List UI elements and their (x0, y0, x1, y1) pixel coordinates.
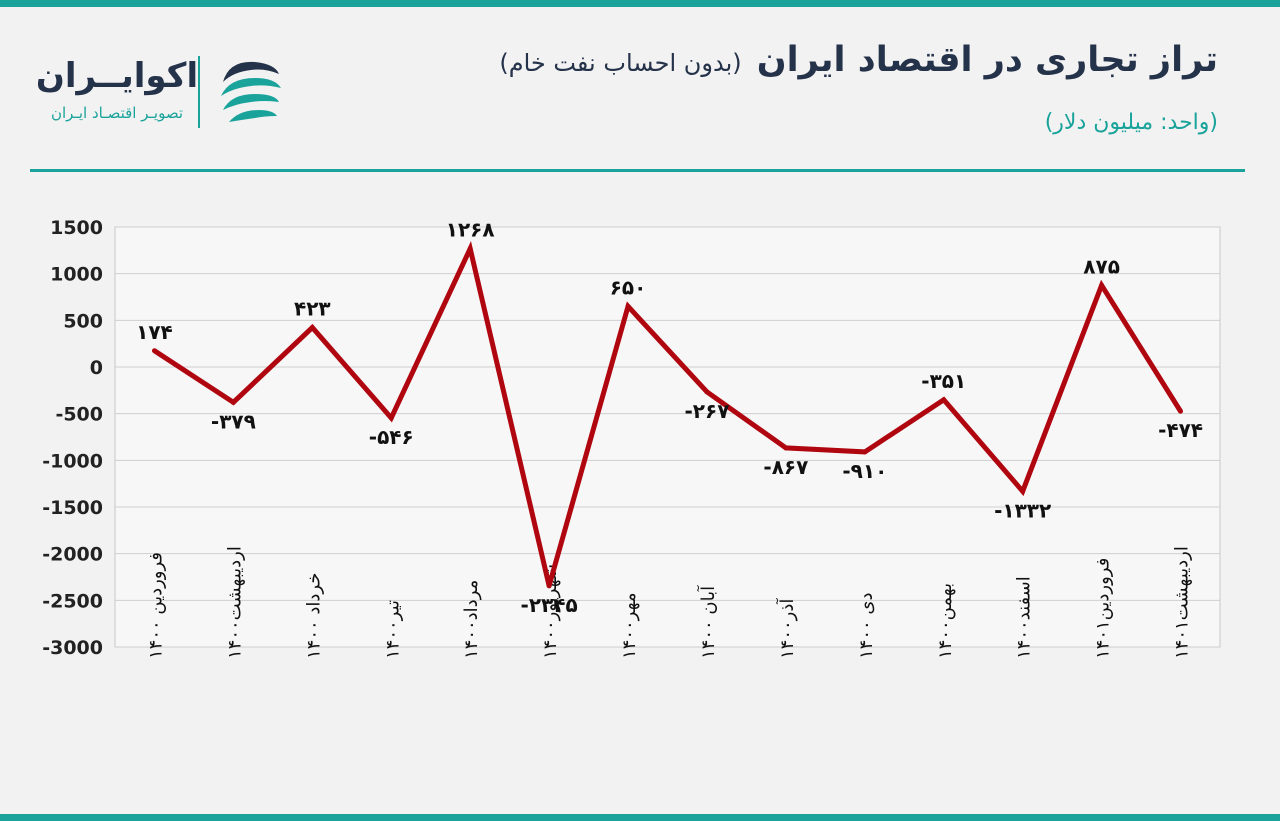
x-tick-label: آذر۱۴۰۰ (775, 598, 798, 659)
data-point (1099, 282, 1105, 288)
logo-name: اکوایــران (35, 56, 199, 96)
top-accent-bar (0, 0, 1280, 7)
data-point (1178, 408, 1184, 414)
data-point (151, 348, 157, 354)
data-point (704, 389, 710, 395)
data-label: -۳۷۹ (211, 409, 256, 433)
y-tick-label: -500 (55, 404, 103, 426)
y-tick-label: -1500 (42, 497, 103, 519)
x-tick-label: آبان ۱۴۰۰ (696, 585, 719, 659)
x-tick-label: تیر۱۴۰۰ (382, 600, 403, 659)
y-tick-label: -1000 (42, 450, 103, 472)
logo-tagline: تصویـر اقتصـاد ایـران (50, 104, 184, 122)
data-label: -۳۵۱ (921, 369, 966, 393)
data-label: -۲۶۷ (685, 399, 730, 423)
x-tick-label: شهریور۱۴۰۰ (540, 564, 561, 659)
data-label: ۸۷۵ (1083, 254, 1120, 278)
x-tick-label: دی ۱۴۰۰ (856, 593, 877, 660)
y-tick-label: 1500 (50, 217, 103, 239)
y-tick-label: -2500 (42, 590, 103, 612)
y-tick-label: 0 (90, 357, 103, 379)
y-tick-label: -2000 (42, 544, 103, 566)
data-point (546, 583, 552, 589)
logo: اکوایــران تصویـر اقتصـاد ایـران (30, 48, 290, 138)
logo-separator (198, 56, 200, 128)
x-tick-label: مرداد۱۴۰۰ (461, 580, 482, 659)
unit-label: (واحد: میلیون دلار) (1044, 110, 1218, 135)
data-point (309, 325, 315, 331)
header-divider (30, 169, 1245, 172)
x-tick-label: خرداد ۱۴۰۰ (303, 573, 324, 659)
chart-title-block: تراز تجاری در اقتصاد ایران (بدون احساب ن… (499, 40, 1218, 80)
x-tick-label: مهر۱۴۰۰ (619, 592, 640, 659)
page-title: تراز تجاری در اقتصاد ایران (756, 40, 1218, 80)
data-point (1020, 488, 1026, 494)
plot-area (114, 226, 1221, 648)
x-tick-label: فروردین۱۴۰۱ (1093, 558, 1114, 659)
data-label: ۶۵۰ (610, 275, 647, 299)
bottom-accent-bar (0, 814, 1280, 821)
x-tick-label: بهمن۱۴۰۰ (935, 583, 956, 659)
x-tick-label: فروردین ۱۴۰۰ (145, 552, 166, 659)
data-point (783, 445, 789, 451)
data-label: ۴۲۳ (294, 297, 331, 321)
series-line (153, 241, 1183, 587)
data-point (467, 246, 473, 252)
data-label: ۱۷۴ (136, 320, 173, 344)
data-point (388, 415, 394, 421)
x-tick-label: اسفند۱۴۰۰ (1014, 576, 1035, 659)
data-label: -۵۴۶ (369, 425, 414, 449)
y-tick-label: 500 (63, 310, 103, 332)
y-tick-label: -3000 (42, 637, 103, 659)
data-label: -۴۷۴ (1158, 418, 1203, 442)
swirl-logo-icon (221, 61, 281, 122)
data-point (941, 397, 947, 403)
data-point (862, 449, 868, 455)
data-label: -۸۶۷ (763, 455, 808, 479)
x-tick-label: اردیبهشت۱۴۰۱ (1172, 546, 1193, 659)
page-subtitle: (بدون احساب نفت خام) (499, 49, 742, 77)
x-tick-label: اردیبهشت۱۴۰۰ (224, 546, 245, 659)
data-label: -۱۳۳۲ (994, 498, 1051, 522)
y-tick-label: 1000 (50, 264, 103, 286)
data-point (625, 303, 631, 309)
data-label: -۹۱۰ (842, 459, 887, 483)
data-label: -۲۳۴۵ (521, 593, 578, 617)
data-point (230, 399, 236, 405)
data-label: ۱۲۶۸ (446, 218, 495, 242)
line-chart: 1500 1000 500 0 -500 -1000 -1500 -2000 -2500 -300… (42, 217, 1221, 660)
